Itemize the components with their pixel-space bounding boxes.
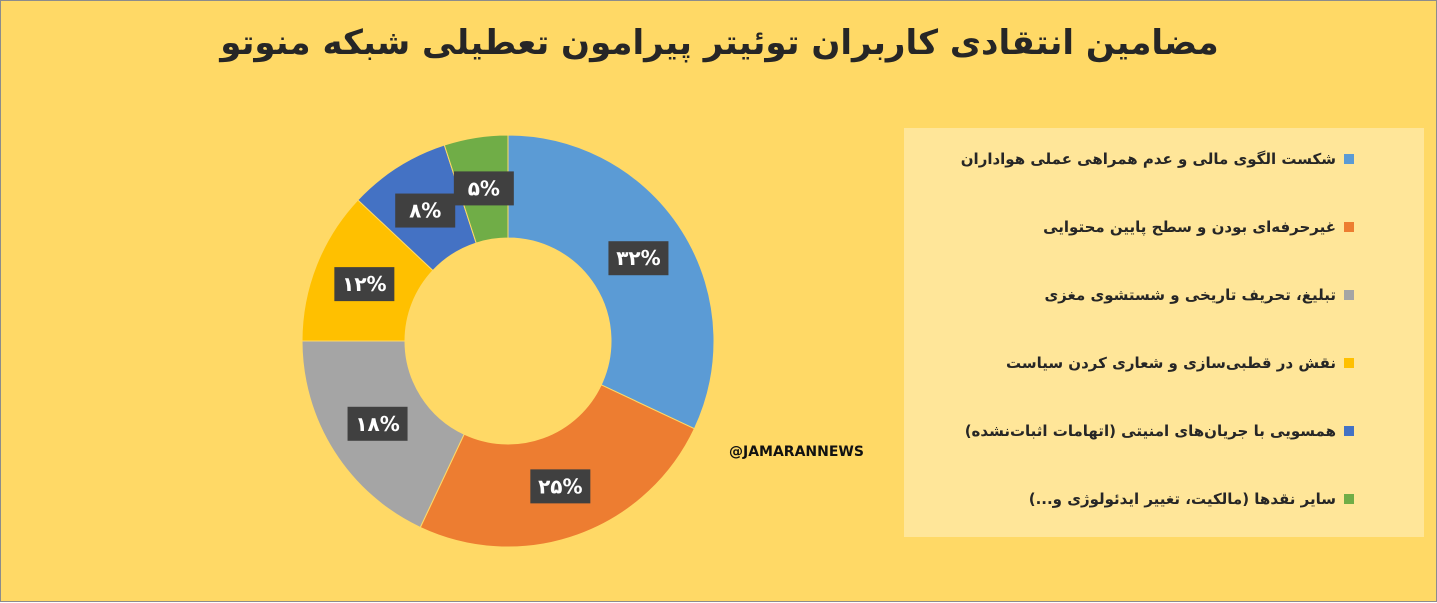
legend-label: همسویی با جریان‌های امنیتی (اتهامات اثبا… bbox=[964, 422, 1336, 440]
data-label: ۲۵% bbox=[530, 469, 591, 504]
legend-item: همسویی با جریان‌های امنیتی (اتهامات اثبا… bbox=[965, 422, 1354, 440]
donut-slice bbox=[419, 384, 696, 548]
data-label: ۳۲% bbox=[608, 241, 669, 276]
legend-label: تبلیغ، تحریف تاریخی و شستشوی مغزی bbox=[1044, 286, 1336, 304]
legend-swatch bbox=[1344, 222, 1354, 232]
data-label: ۱۸% bbox=[347, 406, 408, 441]
legend-swatch bbox=[1344, 358, 1354, 368]
data-label-box bbox=[608, 241, 669, 276]
legend-label: غیرحرفه‌ای بودن و سطح پایین محتوایی bbox=[1043, 218, 1336, 236]
data-label-box bbox=[334, 267, 395, 302]
legend-swatch bbox=[1344, 494, 1354, 504]
legend-item: تبلیغ، تحریف تاریخی و شستشوی مغزی bbox=[1044, 286, 1354, 304]
data-label-text: ۲۵% bbox=[538, 474, 582, 498]
legend-swatch bbox=[1344, 154, 1354, 164]
legend-label: سایر نقدها (مالکیت، تغییر ایدئولوژی و...… bbox=[1028, 490, 1336, 508]
chart-title: مضامین انتقادی کاربران توئیتر پیرامون تع… bbox=[220, 23, 1219, 63]
data-label-box bbox=[347, 406, 408, 441]
data-label-text: ۵% bbox=[468, 176, 500, 200]
donut-slice bbox=[507, 134, 715, 430]
legend-item: غیرحرفه‌ای بودن و سطح پایین محتوایی bbox=[1043, 218, 1354, 236]
legend-swatch bbox=[1344, 426, 1354, 436]
legend-item: سایر نقدها (مالکیت، تغییر ایدئولوژی و...… bbox=[1029, 490, 1354, 508]
data-label-text: ۱۲% bbox=[342, 272, 386, 296]
data-label-text: ۸% bbox=[409, 199, 441, 223]
data-label: ۱۲% bbox=[334, 267, 395, 302]
legend-swatch bbox=[1344, 290, 1354, 300]
legend-item: شکست الگوی مالی و عدم همراهی عملی هوادار… bbox=[961, 150, 1354, 168]
data-label-box bbox=[530, 469, 591, 504]
data-label: ۵% bbox=[453, 171, 514, 206]
data-label-box bbox=[395, 193, 456, 228]
legend: شکست الگوی مالی و عدم همراهی عملی هوادار… bbox=[904, 128, 1424, 537]
data-label-box bbox=[453, 171, 514, 206]
legend-label: نقش در قطبی‌سازی و شعاری کردن سیاست bbox=[1005, 354, 1336, 372]
legend-item: نقش در قطبی‌سازی و شعاری کردن سیاست bbox=[1006, 354, 1354, 372]
data-label-text: ۱۸% bbox=[355, 412, 399, 436]
data-label-text: ۳۲% bbox=[616, 246, 660, 270]
watermark: @JAMARANNEWS bbox=[729, 444, 864, 460]
legend-label: شکست الگوی مالی و عدم همراهی عملی هوادار… bbox=[960, 150, 1336, 168]
data-label: ۸% bbox=[395, 193, 456, 228]
